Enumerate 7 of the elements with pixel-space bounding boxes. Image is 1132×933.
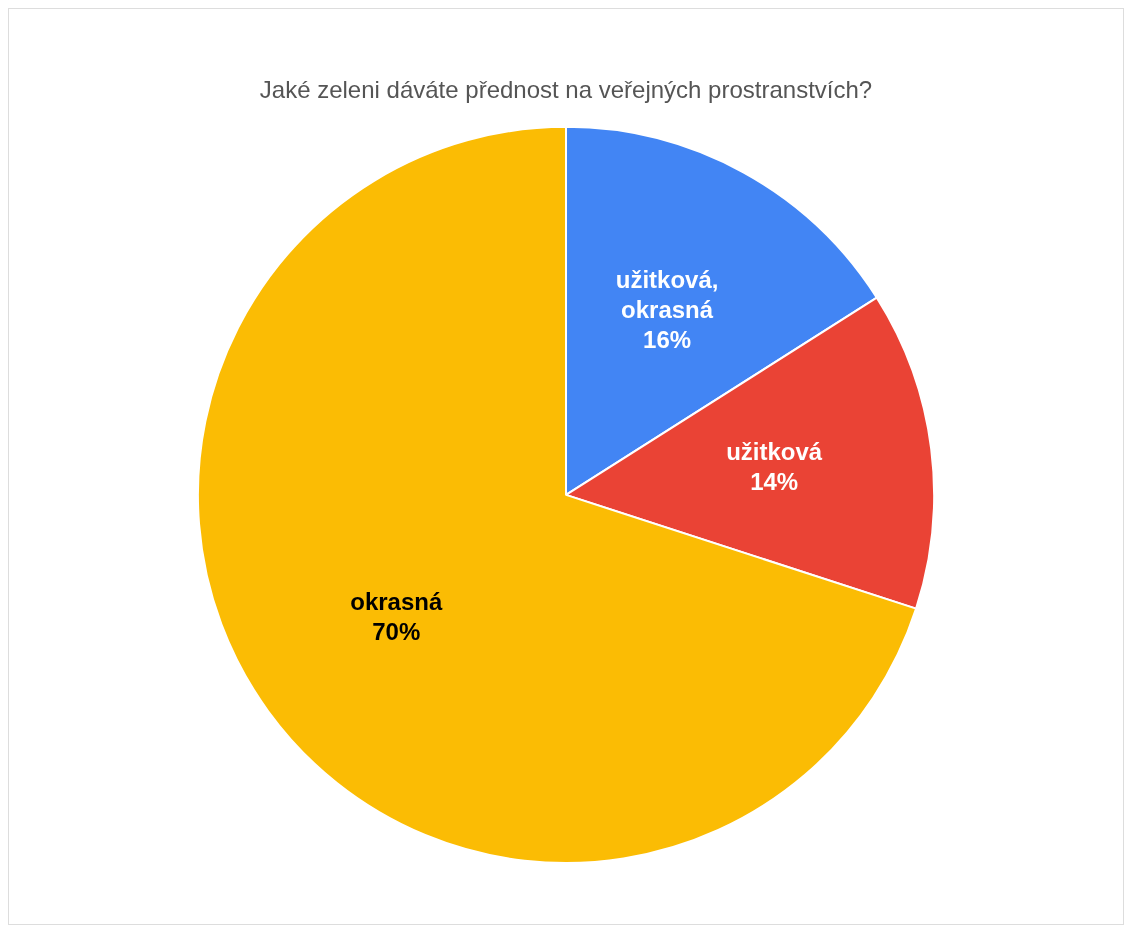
data-label: 14% [750,468,799,496]
slice-label: okrasná [350,587,443,615]
slice-label: užitková, okrasná [615,265,719,323]
data-label: 16% [643,325,692,353]
slice-label: užitková [726,438,823,466]
data-label: 70% [372,617,421,645]
chart-title: Jaké zeleni dáváte přednost na veřejných prostranstvích? [259,76,873,104]
